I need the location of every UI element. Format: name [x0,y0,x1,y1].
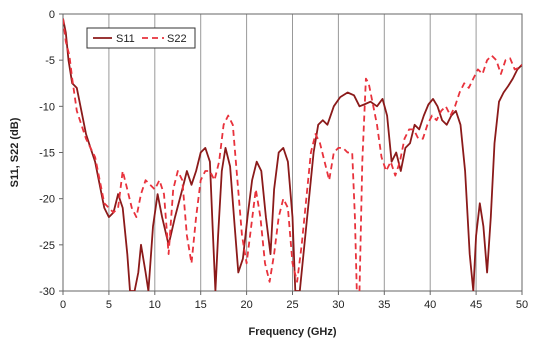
x-tick-label: 5 [106,299,112,311]
y-tick-label: 0 [49,9,55,21]
y-tick-label: -5 [45,55,55,67]
y-tick-labels: 0 -5 -10 -15 -20 -25 -30 [39,9,63,298]
x-tick-label: 35 [378,299,390,311]
y-axis-label: S11, S22 (dB) [9,117,21,187]
x-tick-label: 40 [424,299,436,311]
x-tick-label: 45 [470,299,482,311]
x-tick-label: 0 [60,299,66,311]
y-tick-label: -10 [39,101,55,113]
x-tick-label: 10 [149,299,161,311]
x-tick-label: 15 [195,299,207,311]
legend-label-s11: S11 [116,33,135,45]
series-line-s22 [63,18,522,291]
y-tick-label: -25 [39,240,55,252]
x-tick-label: 25 [286,299,298,311]
legend-label-s22: S22 [167,33,187,45]
x-tick-label: 30 [332,299,344,311]
series-layer [63,18,522,291]
legend: S11 S22 [86,27,196,49]
x-tick-labels: 0 5 10 15 20 25 30 35 40 45 50 [60,291,528,311]
x-axis-label: Frequency (GHz) [248,326,336,338]
grid-lines [108,14,477,291]
y-tick-label: -20 [39,194,55,206]
y-tick-label: -30 [39,286,55,298]
y-tick-label: -15 [39,148,55,160]
x-tick-label: 50 [516,299,528,311]
legend-box [86,27,196,49]
x-tick-label: 20 [240,299,252,311]
